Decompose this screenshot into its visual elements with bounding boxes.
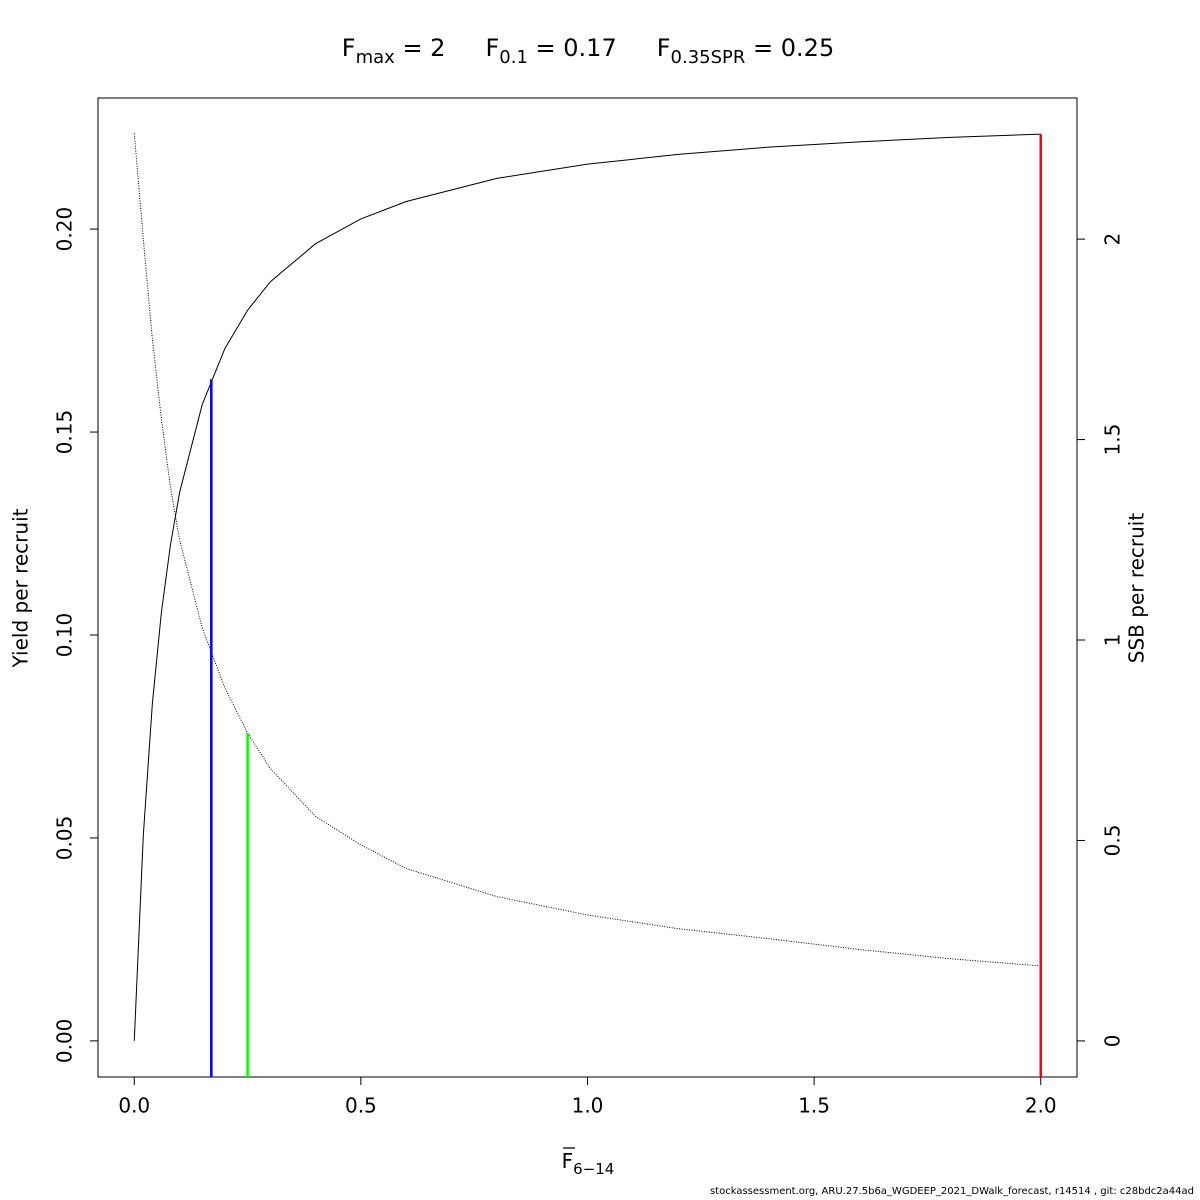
x-axis-label: F6−14: [562, 1149, 615, 1178]
title-rest: = 0.25: [745, 34, 834, 62]
y-tick-label: 0.15: [53, 410, 77, 455]
y-tick-label: 0.05: [53, 816, 77, 861]
y2-axis-label: SSB per recruit: [1125, 513, 1149, 664]
y-axis-label: Yield per recruit: [9, 508, 33, 668]
title-base: F: [657, 34, 671, 62]
y-tick-label: 0.20: [53, 207, 77, 252]
x-label-base: F: [562, 1149, 574, 1173]
y2-tick-label: 0: [1101, 1035, 1125, 1048]
title-sub: 0.35SPR: [671, 47, 746, 68]
title-rest: = 0.17: [528, 34, 617, 62]
title-sub: max: [356, 47, 396, 68]
y2-tick-label: 2: [1101, 233, 1125, 246]
x-tick-label: 2.0: [1025, 1094, 1057, 1118]
title-base: F: [485, 34, 499, 62]
title-base: F: [342, 34, 356, 62]
y-tick-label: 0.10: [53, 613, 77, 658]
x-tick-label: 0.0: [118, 1094, 150, 1118]
title-rest: = 2: [395, 34, 446, 62]
series-line: [133, 133, 1041, 1041]
y-tick-label: 0.00: [53, 1019, 77, 1064]
y2-tick-label: 0.5: [1101, 825, 1125, 857]
x-label-sub: 6−14: [573, 1160, 614, 1178]
series-line: [133, 133, 1041, 967]
title-sub: 0.1: [499, 47, 528, 68]
chart-title: Fmax = 2 F0.1 = 0.17 F0.35SPR = 0.25: [342, 34, 834, 68]
y2-tick-label: 1.5: [1101, 424, 1125, 456]
footer: stockassessment.org, ARU.27.5b6a_WGDEEP_…: [710, 1186, 1194, 1197]
x-tick-label: 1.5: [798, 1094, 830, 1118]
x-tick-label: 0.5: [345, 1094, 377, 1118]
y2-tick-label: 1: [1101, 634, 1125, 647]
x-tick-label: 1.0: [572, 1094, 604, 1118]
plot-frame: [97, 97, 1078, 1078]
